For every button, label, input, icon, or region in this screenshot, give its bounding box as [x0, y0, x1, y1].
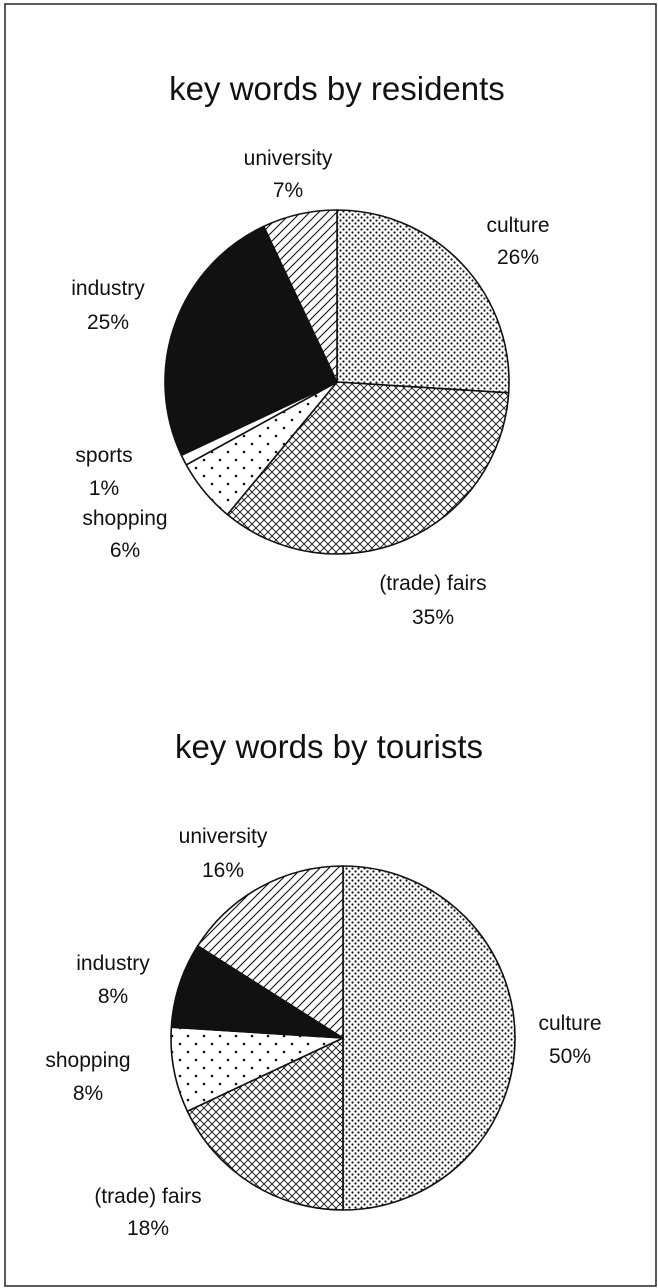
slice-label-text: (trade) fairs: [94, 1185, 201, 1208]
slice-value-label: 26%: [497, 246, 539, 269]
slice-label-culture: culture 50%: [538, 1012, 601, 1068]
slice-value-label: 7%: [273, 179, 303, 202]
pie-slice-trade-fairs: [186, 1037, 344, 1211]
pie-slice-industry: [164, 225, 338, 457]
slice-label-text: university: [244, 147, 333, 170]
slice-label-text: university: [179, 825, 268, 848]
slice-value-label: 35%: [412, 606, 454, 629]
slice-label-shopping: shopping 8%: [45, 1049, 130, 1105]
chart-title: key words by tourists: [175, 728, 483, 765]
slice-label-text: industry: [71, 277, 145, 300]
slice-label-sports: sports 1%: [75, 444, 132, 500]
chart-tourists: key words by tourists culture 50% (trade…: [45, 728, 601, 1240]
slice-label-university: university 7%: [244, 147, 333, 202]
slice-label-university: university 16%: [179, 825, 268, 882]
pie-slice-culture: [342, 865, 516, 1211]
slice-label-text: shopping: [45, 1049, 130, 1072]
slice-value-label: 8%: [73, 1082, 103, 1105]
slice-label-text: sports: [75, 444, 132, 467]
slice-value-label: 1%: [89, 477, 119, 500]
pie-slice-university: [262, 209, 338, 383]
slice-label-culture: culture 26%: [486, 214, 549, 269]
slice-label-text: shopping: [82, 507, 167, 530]
pie-slice-university: [196, 865, 344, 1039]
pie-tourists: [170, 865, 516, 1211]
slice-value-label: 8%: [98, 985, 128, 1008]
slice-value-label: 6%: [110, 539, 140, 562]
slice-value-label: 25%: [87, 311, 129, 334]
slice-label-trade-fairs: (trade) fairs 18%: [94, 1185, 201, 1240]
slice-value-label: 18%: [127, 1217, 169, 1240]
pie-slice-culture: [336, 209, 510, 394]
slice-label-shopping: shopping 6%: [82, 507, 167, 562]
slice-label-text: culture: [486, 214, 549, 237]
slice-label-industry: industry 8%: [76, 952, 150, 1008]
slice-value-label: 16%: [202, 859, 244, 882]
pie-residents: [164, 209, 510, 555]
pie-slice-trade-fairs: [226, 381, 510, 555]
slice-label-text: culture: [538, 1012, 601, 1035]
slice-value-label: 50%: [549, 1045, 591, 1068]
slice-label-text: (trade) fairs: [379, 572, 486, 595]
chart-title: key words by residents: [169, 70, 505, 107]
chart-residents: key words by residents culture 26% (trad…: [71, 70, 549, 629]
slice-label-industry: industry 25%: [71, 277, 145, 334]
slice-label-text: industry: [76, 952, 150, 975]
slice-label-trade-fairs: (trade) fairs 35%: [379, 572, 486, 629]
figure-border: [4, 3, 657, 1287]
